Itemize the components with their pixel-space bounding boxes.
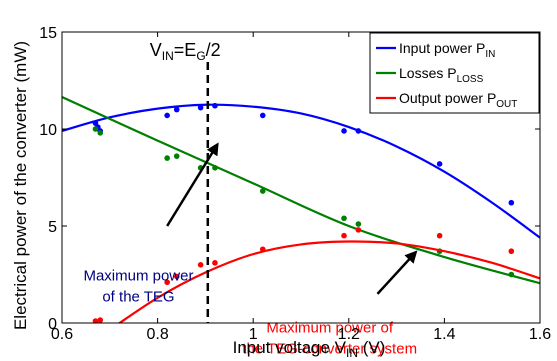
annotation-0-line-1: of the TEG <box>102 288 174 305</box>
legend-entry-2: Output power POUT <box>399 90 517 110</box>
plot-area <box>62 95 540 323</box>
axes-frame <box>61 31 541 324</box>
data-point-2-7 <box>341 232 347 239</box>
data-point-0-9 <box>355 128 362 134</box>
data-point-2-1 <box>97 317 104 323</box>
legend-box <box>369 32 540 114</box>
data-point-2-6 <box>259 246 266 253</box>
data-point-0-6 <box>212 102 218 109</box>
annotation-1-line-0: Maximum power of <box>266 320 394 337</box>
data-point-2-3 <box>173 273 180 280</box>
data-point-0-5 <box>197 104 204 111</box>
legend-entry-0: Input power PIN <box>399 40 495 60</box>
x-tick-label-2: 1 <box>249 326 258 343</box>
data-point-1-7 <box>341 215 347 222</box>
fit-line-2 <box>117 240 540 323</box>
data-point-1-5 <box>212 165 218 171</box>
data-point-2-0 <box>92 318 99 323</box>
x-tick-label-4: 1.4 <box>433 326 455 343</box>
data-point-1-3 <box>173 153 180 159</box>
y-tick-label-1: 5 <box>48 219 57 236</box>
data-point-0-11 <box>508 199 515 206</box>
fit-line-0 <box>62 103 540 239</box>
data-point-0-8 <box>341 128 347 134</box>
data-point-0-7 <box>259 112 266 119</box>
data-point-2-9 <box>436 232 443 239</box>
data-point-2-8 <box>355 227 362 233</box>
data-point-0-3 <box>164 112 170 119</box>
x-tick-label-3: 1.2 <box>338 326 360 343</box>
data-point-1-0 <box>92 126 99 132</box>
x-tick-label-0: 0.6 <box>51 326 73 343</box>
x-tick-label-5: 1.6 <box>529 326 551 343</box>
x-tick-label-1: 0.8 <box>146 326 168 343</box>
legend-entry-1: Losses PLOSS <box>399 65 484 85</box>
annotation-1-line-1: the TEG-converter system <box>242 341 417 358</box>
data-point-2-2 <box>164 279 170 286</box>
annotation-arrow-0 <box>166 142 219 227</box>
data-point-0-10 <box>436 161 443 167</box>
annotation-0-line-0: Maximum power <box>83 267 193 284</box>
data-point-1-10 <box>508 271 515 278</box>
data-point-1-1 <box>97 130 104 136</box>
data-point-1-2 <box>164 155 170 161</box>
y-tick-label-3: 15 <box>39 25 57 42</box>
y-tick-label-2: 10 <box>39 122 57 139</box>
data-point-1-6 <box>259 188 266 194</box>
legend: Input power PIN Losses PLOSS Output power … <box>369 32 540 114</box>
data-point-0-4 <box>173 106 180 113</box>
data-point-2-10 <box>508 248 515 255</box>
data-point-2-4 <box>197 262 204 268</box>
annotation-arrow-1 <box>376 250 418 295</box>
y-tick-label-0: 0 <box>48 316 57 333</box>
x-axis-label: Input voltage VIN (V) <box>233 338 386 360</box>
y-axis-label: Electrical power of the converter (mW) <box>11 41 30 330</box>
half-bandgap-label: VIN=EG/2 <box>150 40 221 63</box>
data-point-2-5 <box>212 260 218 266</box>
data-point-1-8 <box>355 221 362 227</box>
fit-line-1 <box>62 95 540 285</box>
